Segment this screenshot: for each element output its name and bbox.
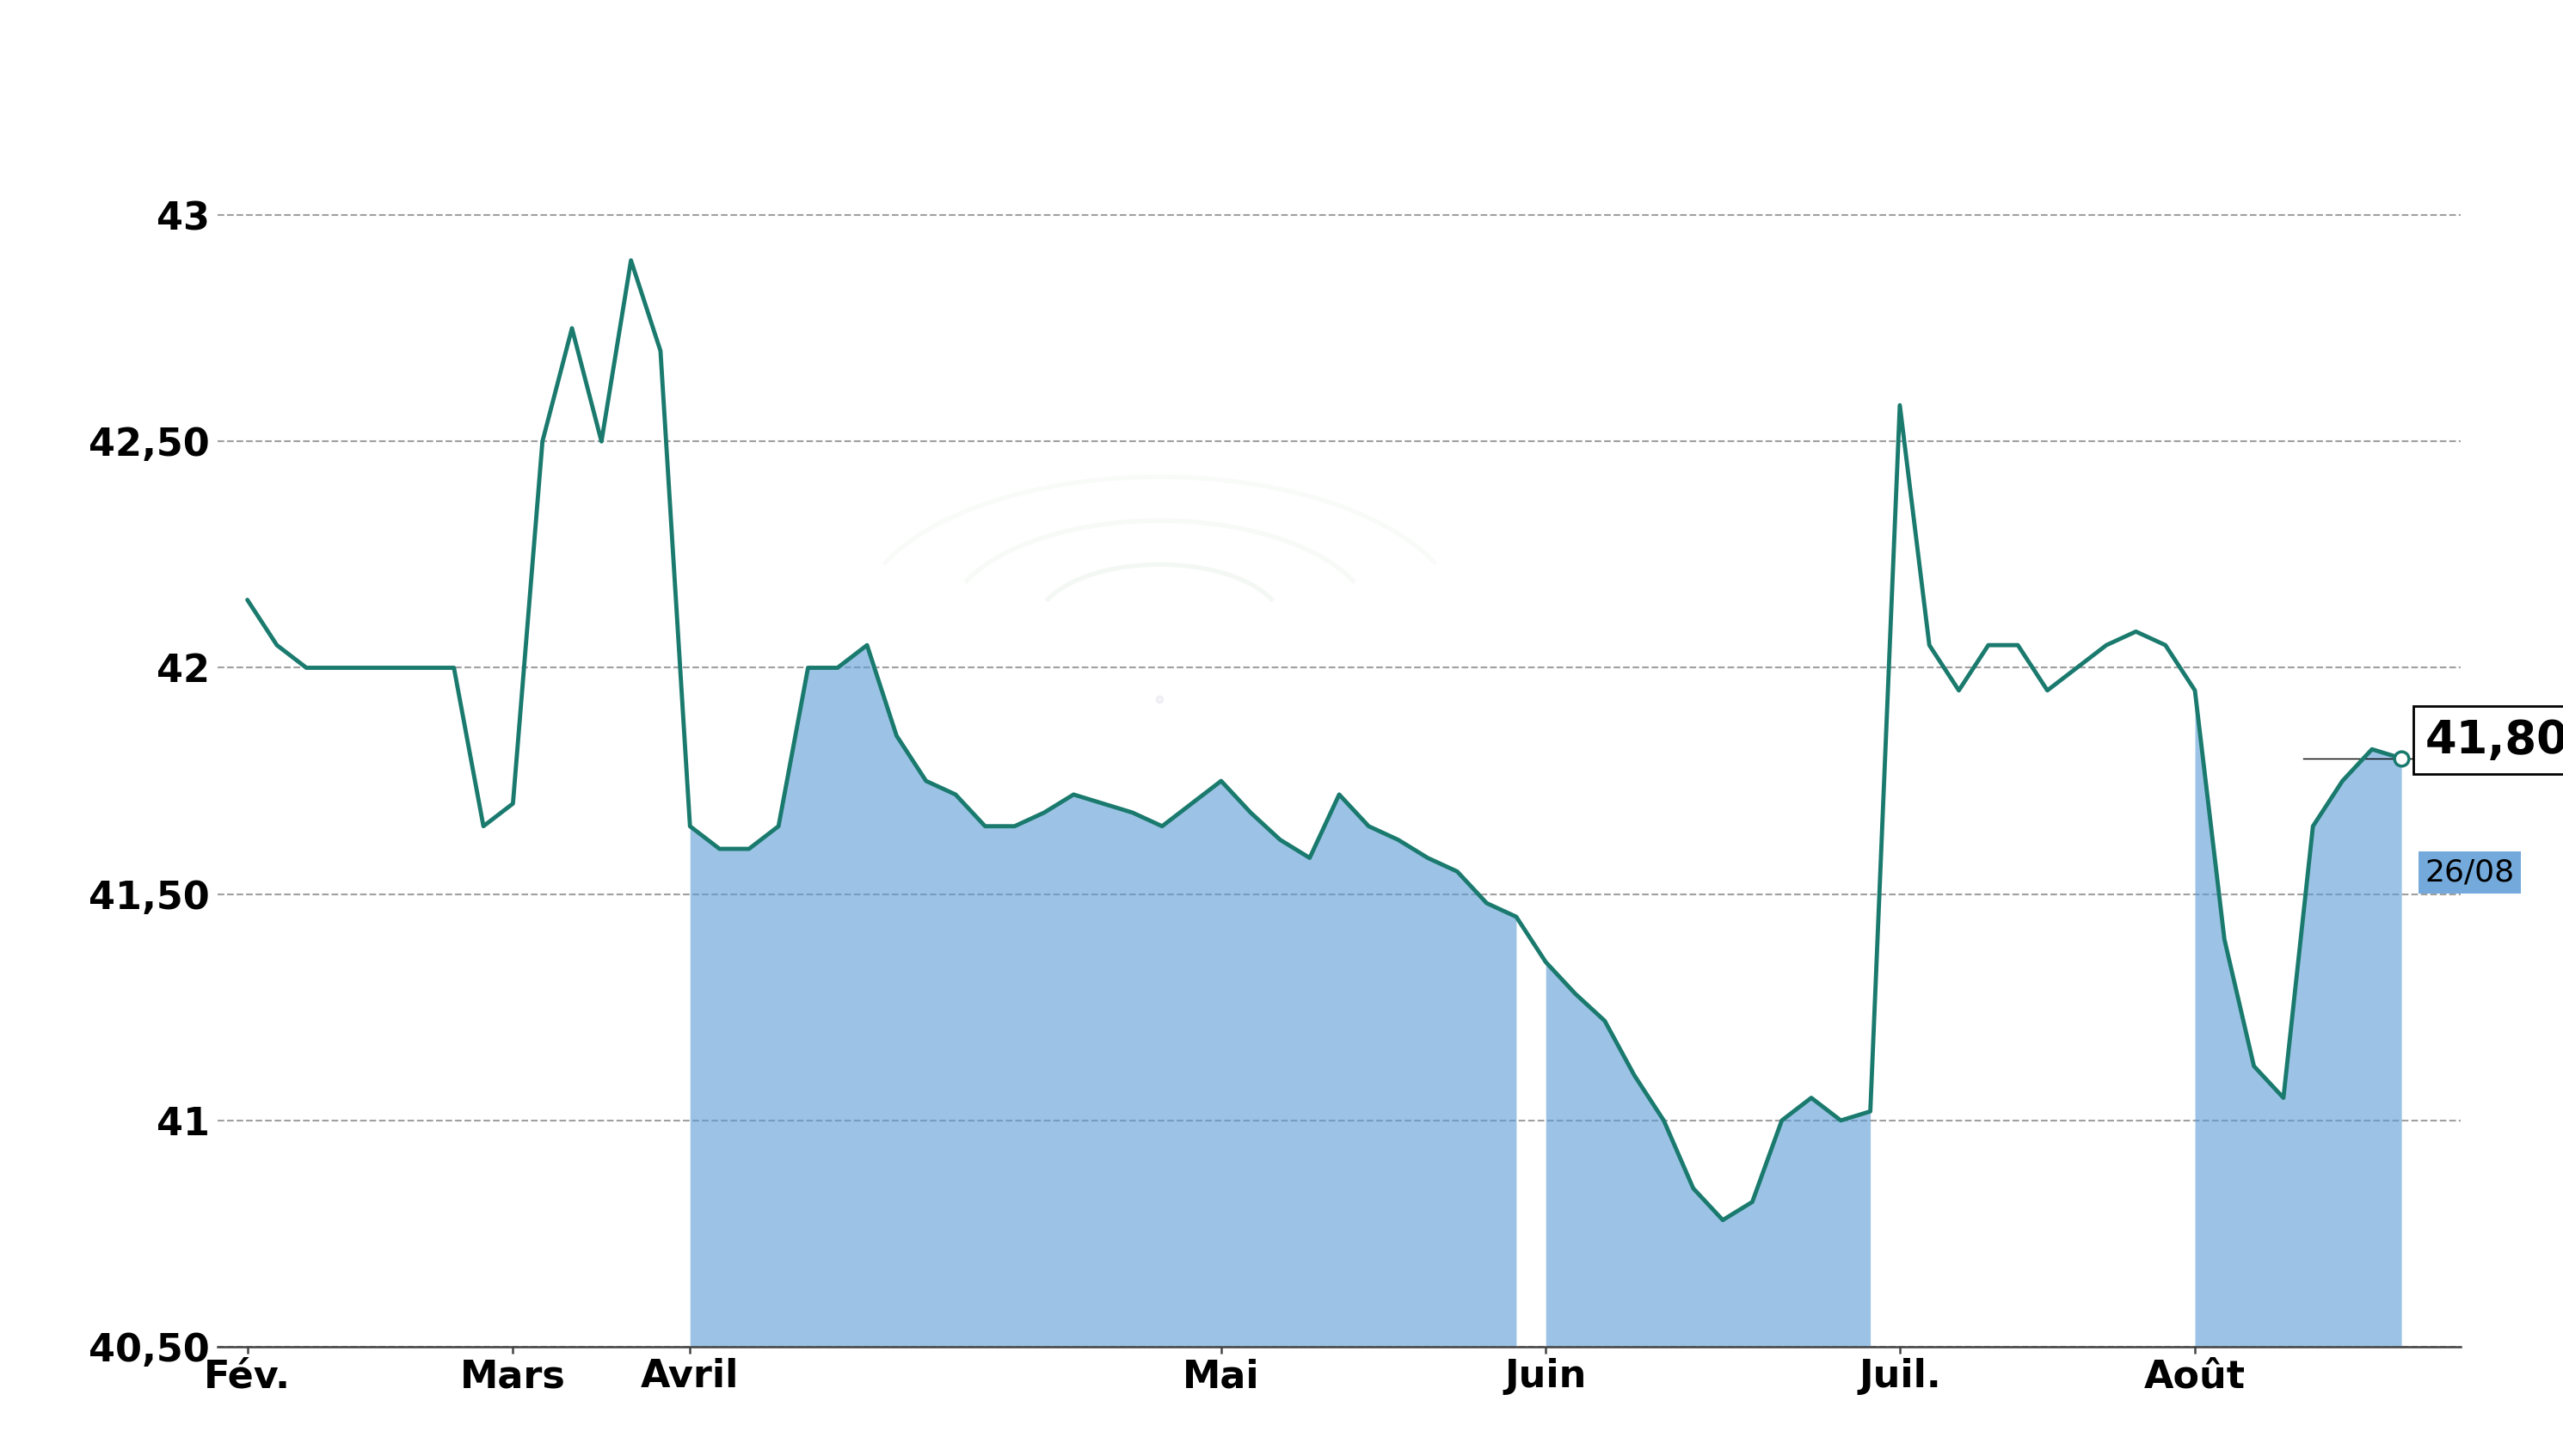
Text: 41,80: 41,80 — [2425, 718, 2563, 763]
Text: 26/08: 26/08 — [2425, 858, 2514, 887]
Text: Biotest AG: Biotest AG — [1082, 25, 1481, 89]
